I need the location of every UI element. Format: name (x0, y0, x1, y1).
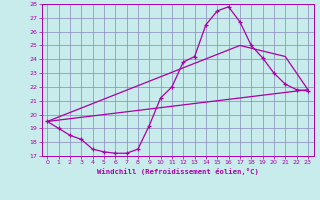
X-axis label: Windchill (Refroidissement éolien,°C): Windchill (Refroidissement éolien,°C) (97, 168, 259, 175)
